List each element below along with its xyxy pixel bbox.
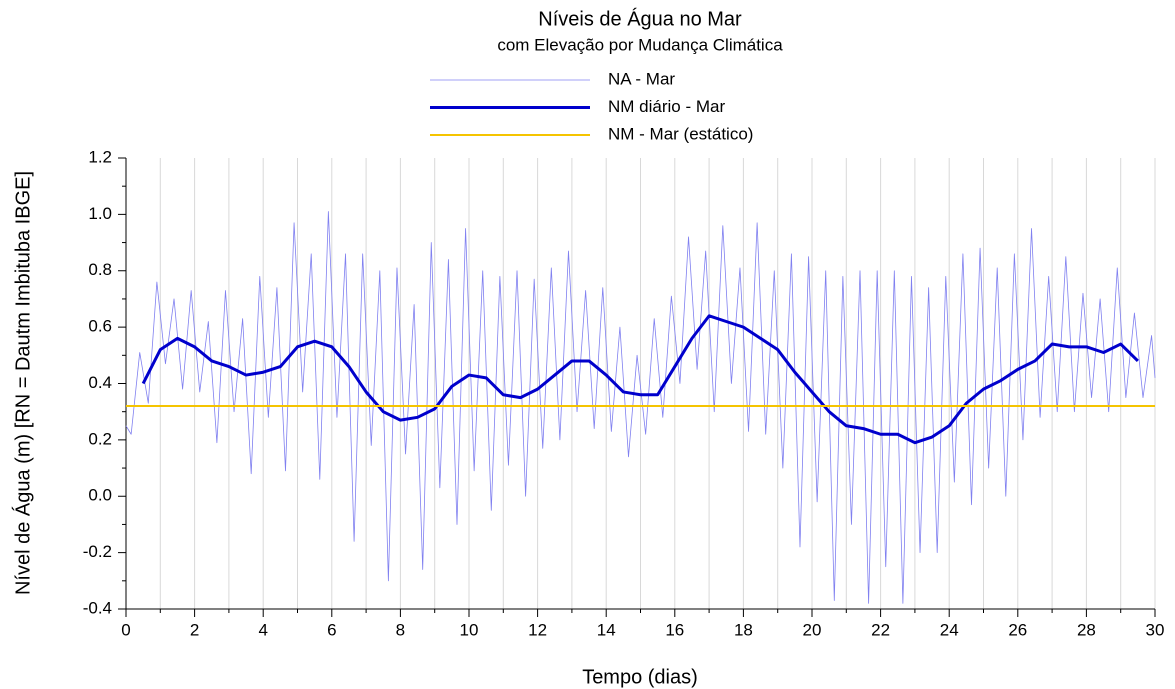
y-tick-label: 0.2 [88,429,112,448]
x-tick-label: 0 [121,620,130,639]
y-tick-label: 0.8 [88,260,112,279]
series-line [141,314,1139,445]
x-tick-label: 18 [734,620,753,639]
y-tick-label: 1.0 [88,204,112,223]
y-tick-label: 0.4 [88,373,112,392]
x-tick-label: 12 [528,620,547,639]
chart-title: Níveis de Água no Mar [538,7,742,30]
y-tick-label: 0.0 [88,486,112,505]
legend-label: NM diário - Mar [608,97,725,116]
x-tick-label: 2 [190,620,199,639]
x-tick-label: 24 [940,620,959,639]
legend-label: NA - Mar [608,69,675,88]
x-tick-label: 10 [460,620,479,639]
x-tick-label: 14 [597,620,616,639]
x-axis-label: Tempo (dias) [582,666,698,688]
x-tick-label: 22 [871,620,890,639]
y-axis-label: Nível de Água (m) [RN = Dautm Imbituba I… [11,171,34,595]
chart-subtitle: com Elevação por Mudança Climática [497,35,783,54]
x-tick-label: 30 [1146,620,1165,639]
x-tick-label: 16 [665,620,684,639]
x-tick-label: 4 [258,620,267,639]
x-tick-label: 26 [1008,620,1027,639]
y-tick-label: 1.2 [88,147,112,166]
y-tick-label: -0.4 [83,598,112,617]
y-tick-label: -0.2 [83,542,112,561]
x-tick-label: 20 [803,620,822,639]
x-tick-label: 8 [396,620,405,639]
x-tick-label: 6 [327,620,336,639]
y-tick-label: 0.6 [88,317,112,336]
x-tick-label: 28 [1077,620,1096,639]
legend-label: NM - Mar (estático) [608,124,753,143]
